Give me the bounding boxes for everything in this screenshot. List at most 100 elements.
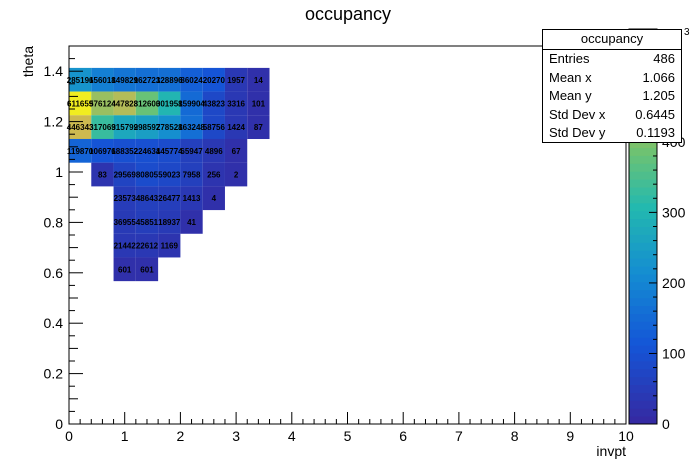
cell-label: 611659 bbox=[67, 99, 94, 108]
heatmap-cell bbox=[247, 115, 270, 140]
cell-label: 1424 bbox=[227, 123, 245, 132]
heatmap-cell bbox=[113, 138, 136, 163]
palette-band bbox=[629, 242, 657, 251]
heatmap-cell bbox=[135, 233, 159, 258]
palette-band bbox=[629, 313, 657, 322]
cell-label: 601 bbox=[118, 265, 132, 274]
cell-label: 7958 bbox=[183, 171, 201, 180]
palette-band bbox=[629, 400, 657, 409]
heatmap-cell bbox=[113, 67, 136, 92]
palette-band bbox=[629, 218, 657, 227]
cell-label: 159904 bbox=[178, 99, 205, 108]
heatmap-cell bbox=[135, 91, 159, 116]
palette-band bbox=[629, 194, 657, 204]
cell-label: 43823 bbox=[203, 99, 226, 108]
stats-row-std-dev-x: Std Dev x 0.6445 bbox=[543, 106, 681, 125]
x-tick-label: 3 bbox=[232, 428, 240, 444]
cell-label: 601 bbox=[140, 265, 154, 274]
cell-label: 20270 bbox=[203, 76, 226, 85]
heatmap-cell bbox=[202, 162, 225, 187]
cell-label: 224634 bbox=[134, 147, 161, 156]
palette-band bbox=[629, 289, 657, 299]
heatmap-cell bbox=[113, 186, 136, 211]
cell-label: 1957 bbox=[227, 76, 245, 85]
palette-band bbox=[629, 258, 657, 267]
stats-label: Mean y bbox=[549, 88, 592, 104]
z-tick-label: 300 bbox=[662, 204, 686, 220]
stats-value: 486 bbox=[653, 51, 675, 66]
stats-title: occupancy bbox=[543, 30, 681, 50]
heatmap-cell bbox=[180, 91, 203, 116]
stats-label: Entries bbox=[549, 51, 590, 66]
palette-band bbox=[629, 210, 657, 220]
cell-label: 156018 bbox=[89, 76, 116, 85]
heatmap-cell bbox=[158, 67, 181, 92]
x-tick-label: 1 bbox=[121, 428, 129, 444]
cell-label: 317069 bbox=[89, 123, 116, 132]
heatmap-cell bbox=[224, 91, 248, 116]
cell-label: 67 bbox=[232, 147, 241, 156]
palette-band bbox=[629, 352, 657, 362]
x-tick-label: 4 bbox=[288, 428, 296, 444]
cell-label: 301958 bbox=[156, 99, 183, 108]
cell-label: 447828 bbox=[111, 99, 138, 108]
cell-label: 106976 bbox=[89, 147, 116, 156]
cell-label: 14 bbox=[254, 76, 263, 85]
heatmap-cell bbox=[247, 91, 270, 116]
palette-band bbox=[629, 392, 657, 401]
palette-band bbox=[629, 147, 657, 156]
cell-label: 86024 bbox=[180, 76, 203, 85]
heatmap-cell bbox=[180, 162, 203, 187]
heatmap-cell bbox=[113, 162, 136, 187]
heatmap-cell bbox=[113, 257, 136, 282]
x-tick-label: 5 bbox=[344, 428, 352, 444]
palette-band bbox=[629, 266, 657, 275]
cell-label: 119870 bbox=[67, 147, 94, 156]
heatmap-cell bbox=[224, 115, 248, 140]
heatmap-cell bbox=[202, 115, 225, 140]
cell-label: 87 bbox=[254, 123, 263, 132]
heatmap-cell bbox=[91, 138, 114, 163]
palette-band bbox=[629, 273, 657, 283]
stats-row-mean-x: Mean x 1.066 bbox=[543, 69, 681, 88]
palette-band bbox=[629, 345, 657, 354]
palette-band bbox=[629, 321, 657, 330]
cell-label: 4 bbox=[212, 194, 217, 203]
x-tick-label: 8 bbox=[511, 428, 519, 444]
cell-label: 315799 bbox=[111, 123, 138, 132]
cell-label: 298597 bbox=[134, 123, 161, 132]
heatmap-cell bbox=[224, 162, 248, 187]
cell-label: 4896 bbox=[205, 147, 223, 156]
palette-band bbox=[629, 297, 657, 306]
heatmap-cell bbox=[180, 186, 203, 211]
palette-band bbox=[629, 360, 657, 370]
palette-band bbox=[629, 384, 657, 393]
stats-label: Std Dev x bbox=[549, 106, 606, 122]
x-tick-label: 6 bbox=[399, 428, 407, 444]
heatmap-cell bbox=[180, 67, 203, 92]
heatmap-cell bbox=[135, 138, 159, 163]
cell-label: 41 bbox=[187, 218, 196, 227]
heatmap-cell bbox=[135, 257, 159, 282]
y-tick-label: 1 bbox=[55, 164, 63, 180]
heatmap-cell bbox=[135, 67, 159, 92]
cell-label: 80805 bbox=[136, 171, 159, 180]
palette-band bbox=[629, 408, 657, 417]
heatmap-cell bbox=[224, 67, 248, 92]
heatmap-cell bbox=[158, 233, 181, 258]
stats-label: Mean x bbox=[549, 69, 592, 85]
cell-label: 278528 bbox=[156, 123, 183, 132]
palette-band bbox=[629, 187, 657, 196]
cell-label: 162723 bbox=[134, 76, 161, 85]
heatmap-cell bbox=[158, 91, 181, 116]
cell-label: 1169 bbox=[161, 242, 179, 251]
cell-label: 48643 bbox=[136, 194, 159, 203]
y-tick-label: 0 bbox=[55, 416, 63, 432]
palette-band bbox=[629, 368, 657, 378]
y-axis-label: theta bbox=[20, 46, 36, 77]
heatmap-cell bbox=[113, 210, 136, 234]
cell-label: 128896 bbox=[156, 76, 183, 85]
palette-band bbox=[629, 234, 657, 243]
palette-band bbox=[629, 163, 657, 172]
